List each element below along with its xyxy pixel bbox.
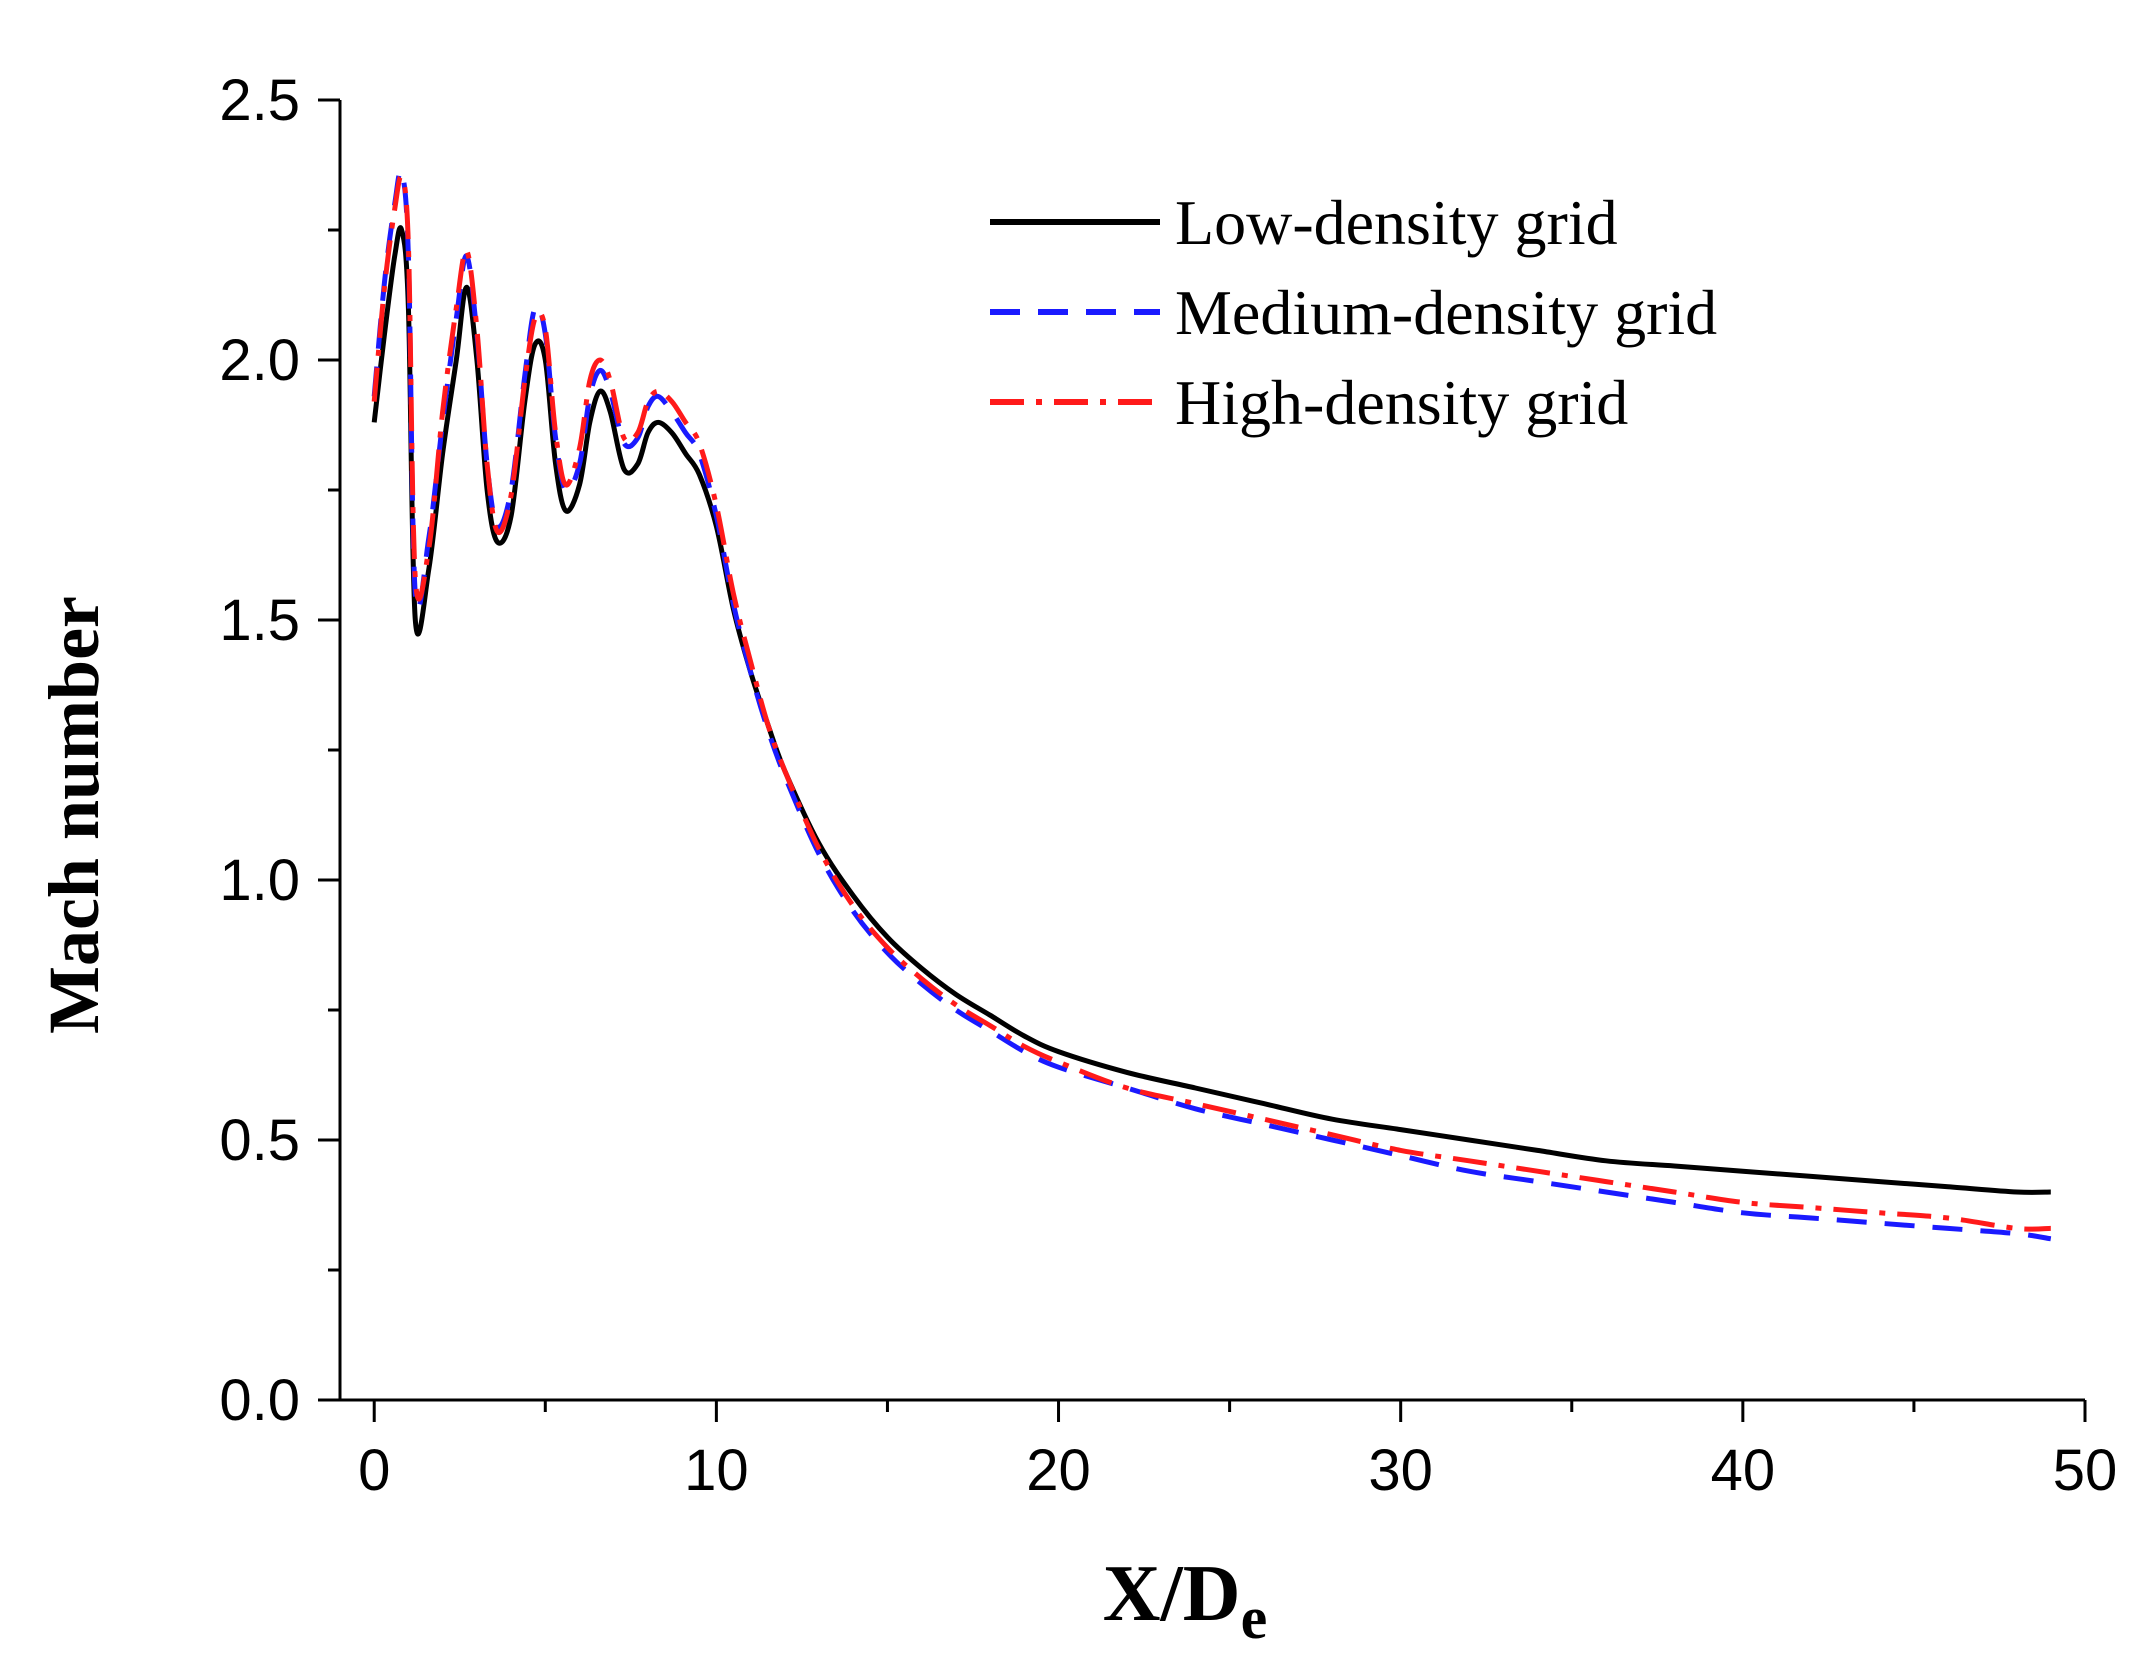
y-tick-label: 0.5 [219, 1108, 300, 1173]
x-tick-label: 30 [1368, 1438, 1433, 1503]
x-tick-label: 10 [684, 1438, 749, 1503]
ticks-layer: 0.0 0.5 1.0 1.5 2.0 2.5 0 10 20 30 40 50 [219, 68, 2117, 1503]
x-tick-label: 40 [1711, 1438, 1776, 1503]
x-axis-title: X/De [1103, 1550, 1267, 1651]
legend-label-1: Low-density grid [1175, 187, 1618, 258]
legend-label-2: Medium-density grid [1175, 277, 1717, 348]
y-tick-label: 2.5 [219, 68, 300, 133]
y-tick-label: 0.0 [219, 1368, 300, 1433]
series-line-3 [371, 174, 2051, 1232]
y-tick-label: 1.5 [219, 588, 300, 653]
y-tick-label: 2.0 [219, 328, 300, 393]
x-axis-title-subscript: e [1241, 1585, 1268, 1651]
series-line-1 [371, 225, 2051, 1195]
x-tick-label: 50 [2053, 1438, 2118, 1503]
y-axis-title: Mach number [34, 596, 114, 1034]
series-layer [371, 168, 2052, 1242]
x-tick-label: 20 [1026, 1438, 1091, 1503]
y-tick-label: 1.0 [219, 848, 300, 913]
series-line-2 [371, 168, 2052, 1242]
x-tick-label: 0 [358, 1438, 390, 1503]
legend: Low-density grid Medium-density grid High-… [990, 187, 1717, 438]
legend-label-3: High-density grid [1175, 367, 1628, 438]
x-axis-title-main: X/D [1103, 1550, 1241, 1638]
